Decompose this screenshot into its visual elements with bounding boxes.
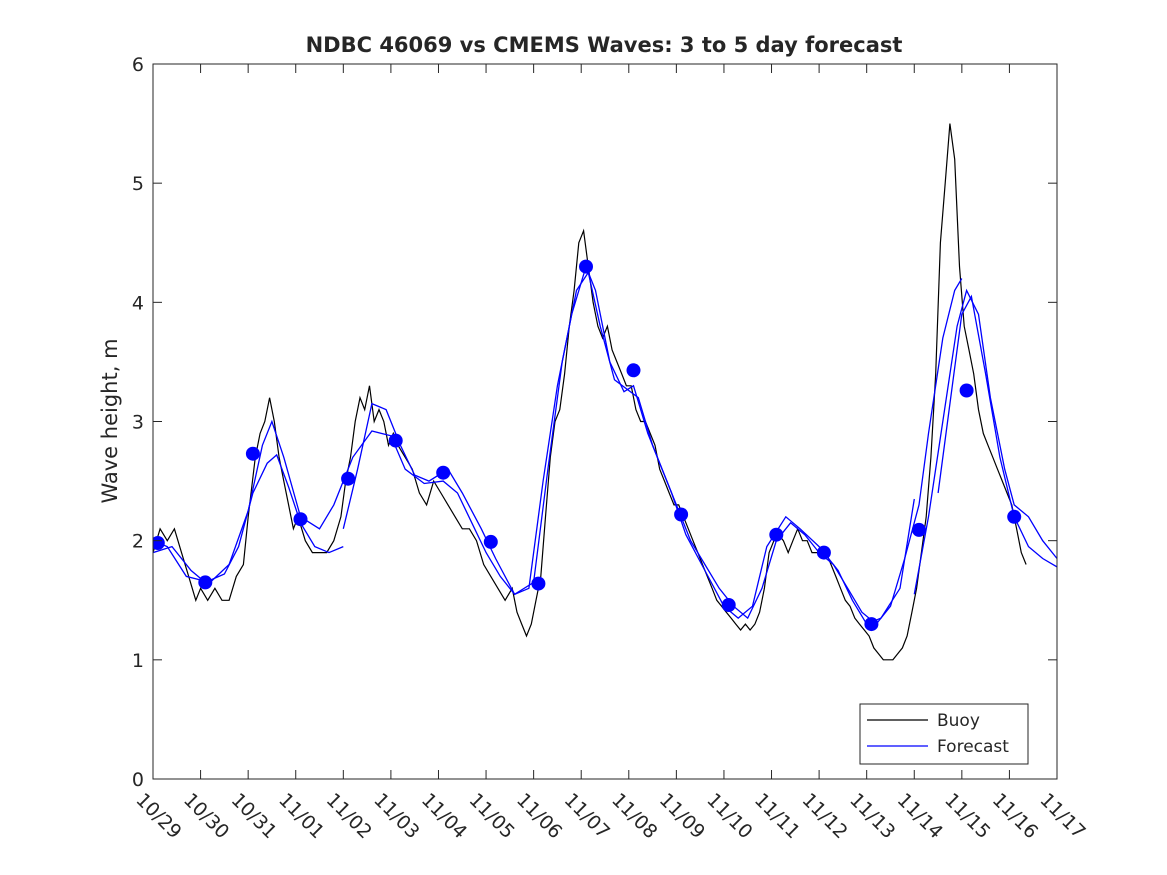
forecast-marker-12 bbox=[674, 507, 689, 522]
forecast-marker-5 bbox=[341, 471, 356, 486]
forecast-marker-3 bbox=[245, 446, 260, 461]
legend-label-buoy: Buoy bbox=[937, 711, 980, 731]
forecast-marker-19 bbox=[1007, 509, 1022, 524]
forecast-marker-11 bbox=[626, 363, 641, 378]
forecast-marker-7 bbox=[436, 465, 451, 480]
series-line-forecast-4 bbox=[913, 288, 1057, 595]
legend: Buoy Forecast bbox=[859, 703, 1029, 765]
series-line-buoy bbox=[153, 123, 1027, 661]
forecast-marker-18 bbox=[959, 383, 974, 398]
forecast-marker-10 bbox=[579, 259, 593, 274]
y-tick-label: 1 bbox=[132, 650, 144, 672]
series-line-forecast-1 bbox=[153, 453, 344, 584]
forecast-marker-16 bbox=[864, 617, 879, 632]
plot-clip-group bbox=[153, 123, 1057, 661]
forecast-marker-1 bbox=[153, 536, 165, 550]
forecast-marker-6 bbox=[388, 433, 403, 448]
plot-area bbox=[153, 123, 1057, 661]
legend-box bbox=[859, 703, 1029, 765]
series-line-forecast-3 bbox=[342, 270, 915, 625]
forecast-marker-8 bbox=[483, 534, 498, 549]
forecast-marker-14 bbox=[769, 527, 784, 542]
forecast-marker-2 bbox=[198, 575, 213, 590]
y-tick-label: 6 bbox=[132, 54, 144, 76]
chart-title: NDBC 46069 vs CMEMS Waves: 3 to 5 day fo… bbox=[306, 33, 903, 57]
legend-label-forecast: Forecast bbox=[937, 737, 1009, 757]
y-tick-label: 3 bbox=[132, 412, 144, 434]
y-tick-label: 4 bbox=[132, 292, 144, 314]
y-tick-label: 0 bbox=[132, 769, 144, 791]
y-tick-label: 2 bbox=[132, 531, 144, 553]
forecast-marker-15 bbox=[816, 545, 831, 560]
forecast-marker-13 bbox=[721, 598, 736, 612]
y-axis-label: Wave height, m bbox=[98, 338, 122, 503]
forecast-marker-9 bbox=[531, 576, 546, 591]
series-line-forecast-5 bbox=[937, 294, 1057, 568]
forecast-marker-17 bbox=[912, 522, 926, 537]
y-tick-label: 5 bbox=[132, 173, 144, 195]
forecast-marker-4 bbox=[293, 512, 308, 527]
